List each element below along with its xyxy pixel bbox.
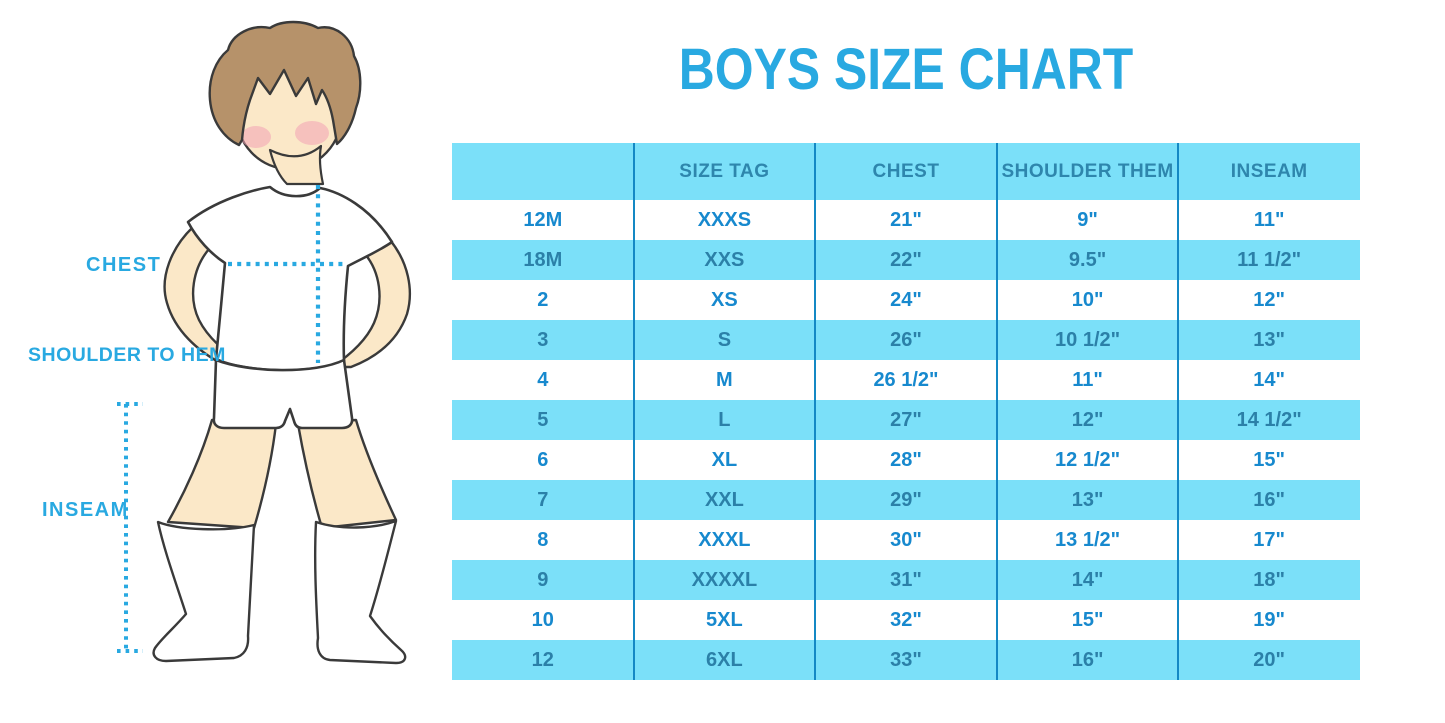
cell: XL bbox=[711, 448, 738, 471]
cell: 16" bbox=[1253, 488, 1286, 511]
cell: 22" bbox=[890, 248, 922, 271]
cell: 12" bbox=[1071, 408, 1104, 431]
cell: S bbox=[717, 328, 732, 351]
cell: 33" bbox=[890, 648, 922, 671]
cell: 12" bbox=[1253, 288, 1286, 311]
cell: L bbox=[718, 408, 731, 431]
header-cell-shoulder-them: SHOULDER THEM bbox=[1001, 160, 1174, 182]
cell: 14 1/2" bbox=[1236, 408, 1302, 431]
cell: 5 bbox=[537, 408, 549, 431]
page-title: BOYS SIZE CHART bbox=[678, 37, 1134, 102]
cell: 12 bbox=[531, 648, 554, 671]
cell: 11" bbox=[1253, 208, 1285, 231]
cell: 26" bbox=[890, 328, 922, 351]
inseam-label: INSEAM bbox=[42, 499, 129, 521]
cell: 14" bbox=[1253, 368, 1286, 391]
cell: 28" bbox=[890, 448, 922, 471]
table-row: 18M XXS 22" 9.5" 11 1/2" bbox=[452, 240, 1360, 280]
cell: 13" bbox=[1253, 328, 1286, 351]
header-cell-size-tag: SIZE TAG bbox=[679, 160, 770, 182]
size-table: SIZE TAG CHEST SHOULDER THEM INSEAM 12M XXXS… bbox=[452, 143, 1360, 680]
table-row: 12M XXXS 21" 9" 11" bbox=[452, 200, 1360, 240]
cell: M bbox=[716, 368, 733, 391]
cheek-left bbox=[241, 126, 271, 148]
cell: 9 bbox=[537, 568, 549, 591]
cell: 17" bbox=[1253, 528, 1286, 551]
cell: 3 bbox=[537, 328, 549, 351]
cell: XXXL bbox=[698, 528, 751, 551]
cell: XS bbox=[711, 288, 738, 311]
cell: 20" bbox=[1253, 648, 1286, 671]
cell: 11" bbox=[1072, 368, 1103, 391]
column-divider bbox=[1177, 143, 1180, 680]
cell: 15" bbox=[1253, 448, 1286, 471]
cell: 10 bbox=[531, 608, 554, 631]
cell: 19" bbox=[1253, 608, 1286, 631]
table-row: 2 XS 24" 10" 12" bbox=[452, 280, 1360, 320]
table-row: 6 XL 28" 12 1/2" 15" bbox=[452, 440, 1360, 480]
cell: 26 1/2" bbox=[873, 368, 939, 391]
table-row: 8 XXXL 30" 13 1/2" 17" bbox=[452, 520, 1360, 560]
shorts-shape bbox=[212, 358, 354, 430]
column-divider bbox=[632, 143, 635, 680]
cell: 13" bbox=[1071, 488, 1104, 511]
cell: 18" bbox=[1253, 568, 1286, 591]
table-row: 4 M 26 1/2" 11" 14" bbox=[452, 360, 1360, 400]
hair-shape bbox=[208, 20, 362, 147]
header-cell-inseam: INSEAM bbox=[1230, 160, 1308, 182]
cell: 12M bbox=[523, 208, 563, 231]
cell: 18M bbox=[523, 248, 563, 271]
table-row: 9 XXXXL 31" 14" 18" bbox=[452, 560, 1360, 600]
table-row: 3 S 26" 10 1/2" 13" bbox=[452, 320, 1360, 360]
cell: XXL bbox=[704, 488, 744, 511]
table-row: 12 6XL 33" 16" 20" bbox=[452, 640, 1360, 680]
header-cell-blank bbox=[452, 143, 634, 200]
header-cell-chest: CHEST bbox=[872, 160, 940, 182]
cell: 27" bbox=[890, 408, 922, 431]
cell: 6XL bbox=[706, 648, 743, 671]
cell: 15" bbox=[1071, 608, 1104, 631]
cell: 8 bbox=[537, 528, 549, 551]
left-leg-shape bbox=[166, 418, 278, 530]
cell: 13 1/2" bbox=[1055, 528, 1121, 551]
cell: 9.5" bbox=[1068, 248, 1107, 271]
cell: 16" bbox=[1071, 648, 1104, 671]
cell: 5XL bbox=[706, 608, 743, 631]
cheek-right bbox=[295, 121, 329, 145]
table-row: 10 5XL 32" 15" 19" bbox=[452, 600, 1360, 640]
cell: 2 bbox=[537, 288, 549, 311]
cell: 14" bbox=[1071, 568, 1104, 591]
neck-shape bbox=[268, 144, 325, 186]
cell: 24" bbox=[890, 288, 922, 311]
chest-label: CHEST bbox=[86, 254, 161, 276]
cell: XXXXL bbox=[691, 568, 758, 591]
cell: 32" bbox=[890, 608, 922, 631]
cell: 31" bbox=[890, 568, 922, 591]
cell: XXXS bbox=[697, 208, 752, 231]
cell: 12 1/2" bbox=[1055, 448, 1121, 471]
right-leg-shape bbox=[296, 418, 398, 530]
cell: 21" bbox=[890, 208, 922, 231]
cell: 10" bbox=[1071, 288, 1104, 311]
cell: 10 1/2" bbox=[1055, 328, 1121, 351]
left-sock-shape bbox=[152, 520, 256, 663]
boy-measurement-diagram: CHEST SHOULDER TO HEM INSEAM bbox=[28, 20, 412, 665]
table-body: 12M XXXS 21" 9" 11" 18M XXS 22" 9.5" 11 1/2" 2 XS 24… bbox=[452, 200, 1360, 680]
table-row: 5 L 27" 12" 14 1/2" bbox=[452, 400, 1360, 440]
column-divider bbox=[814, 143, 817, 680]
shoulder-to-hem-label: SHOULDER TO HEM bbox=[28, 344, 226, 366]
right-sock-shape bbox=[313, 519, 407, 665]
table-header-row: SIZE TAG CHEST SHOULDER THEM INSEAM bbox=[452, 143, 1360, 200]
table-row: 7 XXL 29" 13" 16" bbox=[452, 480, 1360, 520]
cell: XXS bbox=[704, 248, 745, 271]
cell: 29" bbox=[890, 488, 922, 511]
cell: 30" bbox=[890, 528, 922, 551]
cell: 7 bbox=[537, 488, 549, 511]
cell: 9" bbox=[1077, 208, 1098, 231]
cell: 4 bbox=[537, 368, 549, 391]
cell: 6 bbox=[537, 448, 549, 471]
column-divider bbox=[995, 143, 998, 680]
cell: 11 1/2" bbox=[1237, 248, 1302, 271]
